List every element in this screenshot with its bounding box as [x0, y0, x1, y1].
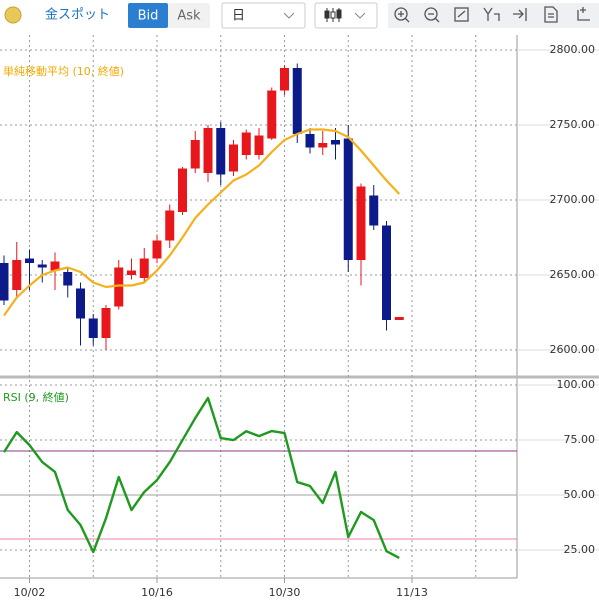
x-tick-label: 10/02 — [14, 586, 46, 599]
period-dropdown[interactable] — [221, 2, 306, 29]
candle-body — [394, 316, 404, 320]
y-tick-label: 2650.00 — [550, 268, 596, 281]
indicator[interactable] — [483, 7, 500, 21]
chart-type-dropdown[interactable] — [314, 2, 378, 29]
period-label: 日 — [232, 9, 245, 24]
candle-body — [76, 288, 85, 319]
candle-body — [343, 138, 353, 260]
ask-button[interactable] — [168, 3, 210, 28]
candle-body — [63, 271, 73, 286]
dropdown-arrow — [283, 12, 295, 19]
y-tick-label: 50.00 — [564, 488, 596, 501]
rsi-legend: RSI (9, 終値) — [3, 390, 69, 404]
candle-body — [241, 132, 251, 155]
candle-body — [369, 195, 379, 226]
y-tick-label: 2800.00 — [550, 43, 596, 56]
candle-body — [267, 90, 277, 139]
y-tick-label: 2700.00 — [550, 193, 596, 206]
candle-body — [88, 318, 98, 338]
drawing[interactable] — [577, 7, 590, 21]
candle-body — [114, 267, 124, 307]
candle-body — [318, 142, 328, 148]
candle-body — [292, 67, 302, 134]
ask-label: Ask — [177, 9, 201, 24]
tool-buttons — [388, 3, 599, 28]
bid-label: Bid — [138, 9, 159, 24]
zoom-out[interactable] — [424, 7, 440, 23]
rsi-line — [2, 396, 400, 560]
candle-body — [152, 240, 162, 259]
y-tick-label: 2600.00 — [550, 343, 596, 356]
candle-body — [101, 307, 111, 338]
candle-body — [382, 225, 391, 320]
bid-button[interactable] — [128, 3, 168, 28]
candle-body — [127, 270, 136, 275]
candle-body — [12, 259, 22, 290]
candle-body — [37, 264, 47, 268]
candle-body — [165, 210, 175, 241]
y-tick-label: 100.00 — [557, 378, 596, 391]
candle-body — [331, 139, 340, 145]
candle-body — [280, 67, 289, 91]
candle-icon — [324, 8, 342, 22]
toolbar: 金スポット Bid Ask 日 — [4, 2, 599, 29]
candle-body — [139, 258, 149, 278]
instrument[interactable]: 金スポット — [45, 7, 110, 23]
zoom-in[interactable] — [394, 7, 410, 23]
candle-body — [190, 139, 200, 169]
x-tick-label: 11/13 — [396, 586, 428, 599]
dropdown-arrow — [354, 12, 366, 19]
candle-body — [216, 127, 226, 175]
y-tick-label: 75.00 — [564, 433, 596, 446]
candle-body — [0, 262, 9, 301]
instrument-icon — [4, 6, 22, 24]
candle-body — [356, 186, 366, 260]
ma-line — [3, 128, 401, 317]
y-tick-label: 2750.00 — [550, 118, 596, 131]
candle-body — [254, 135, 264, 155]
candle-body — [178, 168, 187, 212]
x-tick-label: 10/16 — [141, 586, 173, 599]
candle-body — [229, 144, 238, 172]
y-tick-label: 25.00 — [564, 543, 596, 556]
fit[interactable] — [454, 7, 469, 22]
x-tick-label: 10/30 — [269, 586, 301, 599]
candle-body — [25, 258, 34, 263]
candle-body — [203, 127, 213, 173]
candle-body — [305, 133, 315, 148]
ma-legend: 単純移動平均 (10, 終値) — [3, 64, 124, 78]
report[interactable] — [544, 6, 558, 23]
jump-latest[interactable] — [513, 8, 527, 21]
candle-body — [50, 261, 60, 271]
